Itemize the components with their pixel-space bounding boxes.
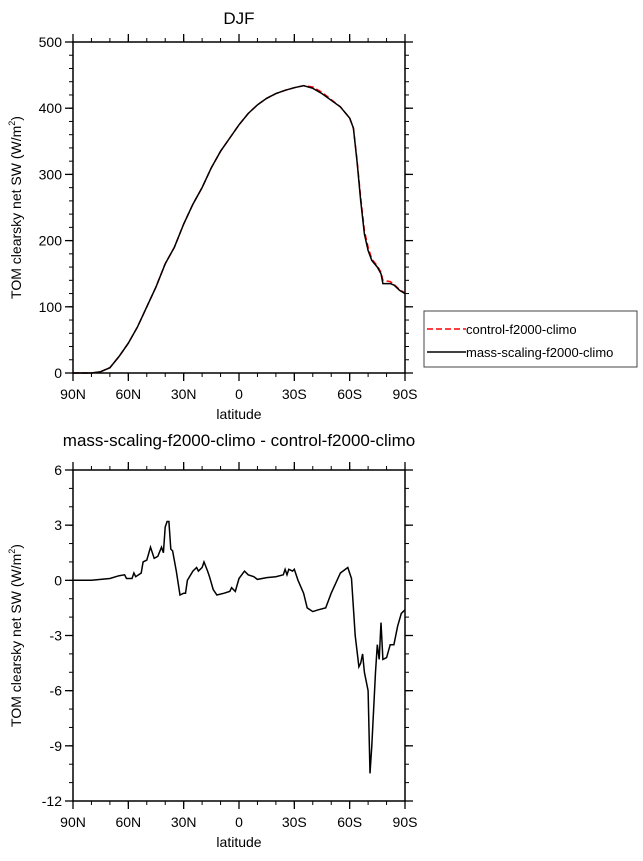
legend-box xyxy=(423,310,638,368)
y-tick-label: 0 xyxy=(54,365,62,381)
y-tick-label: -3 xyxy=(50,628,63,644)
chart-2: mass-scaling-f2000-climo - control-f2000… xyxy=(7,431,417,850)
chart-title: DJF xyxy=(223,9,254,28)
y-tick-label: 100 xyxy=(39,299,63,315)
x-tick-label: 60S xyxy=(337,814,362,830)
x-tick-label: 60S xyxy=(337,386,362,402)
x-tick-label: 90S xyxy=(393,814,418,830)
x-tick-label: 30N xyxy=(171,814,197,830)
y-axis-label-close: ) xyxy=(8,544,24,549)
x-tick-label: 90N xyxy=(60,814,86,830)
y-tick-label: -6 xyxy=(50,683,63,699)
y-axis-label-superscript: 2 xyxy=(7,549,17,554)
x-tick-label: 30S xyxy=(282,814,307,830)
x-tick-label: 30N xyxy=(171,386,197,402)
y-axis-label-text: TOM clearsky net SW (W/m xyxy=(8,554,24,727)
y-tick-label: 3 xyxy=(54,517,62,533)
legend-label: mass-scaling-f2000-climo xyxy=(466,345,613,360)
chart-title: mass-scaling-f2000-climo - control-f2000… xyxy=(63,431,415,450)
x-tick-label: 0 xyxy=(235,386,243,402)
y-axis-label: TOM clearsky net SW (W/m2) xyxy=(7,544,24,727)
y-axis-label-text: TOM clearsky net SW (W/m xyxy=(8,126,24,299)
plot-frame xyxy=(72,41,406,374)
y-tick-label: 0 xyxy=(54,572,62,588)
x-tick-label: 60N xyxy=(115,386,141,402)
series-line-control-f2000-climo xyxy=(73,84,406,374)
y-tick-label: 6 xyxy=(54,462,62,478)
y-tick-label: -9 xyxy=(50,738,63,754)
y-axis-label: TOM clearsky net SW (W/m2) xyxy=(7,116,24,299)
plot-frame xyxy=(72,469,406,802)
y-tick-label: 300 xyxy=(39,166,63,182)
x-tick-label: 90N xyxy=(60,386,86,402)
x-tick-label: 60N xyxy=(115,814,141,830)
y-tick-label: 500 xyxy=(39,34,63,50)
legend: control-f2000-climo mass-scaling-f2000-cl… xyxy=(423,310,638,368)
series-line-mass-scaling-f2000-climo xyxy=(73,84,406,374)
y-tick-label: 200 xyxy=(39,233,63,249)
x-tick-label: 0 xyxy=(235,814,243,830)
y-axis-label-close: ) xyxy=(8,116,24,121)
x-axis-label: latitude xyxy=(216,406,261,422)
x-tick-label: 90S xyxy=(393,386,418,402)
chart-1: DJF 90N 60N 30N 0 30S 60S 90S 0 100 200 300 400 500 la… xyxy=(7,9,638,422)
y-axis-label-superscript: 2 xyxy=(7,121,17,126)
x-tick-label: 30S xyxy=(282,386,307,402)
legend-label: control-f2000-climo xyxy=(466,322,577,337)
series-line-difference xyxy=(73,520,406,774)
y-tick-label: 400 xyxy=(39,100,63,116)
x-axis-label: latitude xyxy=(216,834,261,850)
y-tick-label: -12 xyxy=(42,793,62,809)
